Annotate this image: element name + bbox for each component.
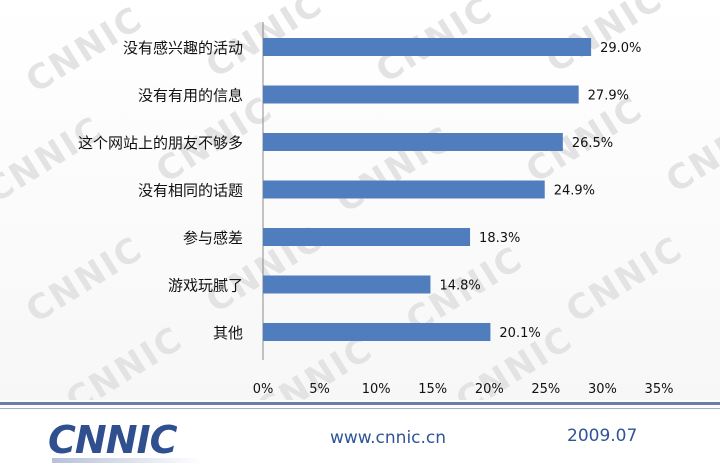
data-label: 27.9% (588, 89, 629, 104)
data-label: 26.5% (572, 136, 613, 151)
x-tick-label: 0% (253, 382, 274, 397)
data-label: 20.1% (499, 326, 540, 341)
bar (263, 38, 592, 56)
bar (263, 85, 579, 104)
data-label: 18.3% (479, 231, 520, 246)
category-label: 参与感差 (183, 229, 243, 247)
x-tick-label: 15% (418, 382, 447, 397)
data-label: 14.8% (439, 279, 480, 294)
footer: CNNIC www.cnnic.cn 2009.07 (0, 400, 720, 466)
x-tick-label: 35% (645, 382, 674, 397)
category-label: 游戏玩腻了 (168, 277, 243, 295)
bar (263, 275, 431, 294)
bar (263, 323, 491, 341)
category-label: 这个网站上的朋友不够多 (78, 134, 243, 152)
bar (263, 133, 563, 151)
footer-divider (0, 402, 720, 405)
logo-reflection (52, 458, 202, 463)
category-label: 其他 (213, 324, 243, 342)
bar (263, 180, 545, 199)
x-tick-label: 20% (475, 382, 504, 397)
category-label: 没有有用的信息 (138, 87, 243, 105)
category-label: 没有感兴趣的活动 (123, 39, 243, 57)
site-url: www.cnnic.cn (330, 428, 447, 448)
data-label: 29.0% (600, 41, 641, 56)
x-tick-label: 10% (362, 382, 391, 397)
chart-area: CNNIC CNNIC CNNIC CNNIC CNNIC CNNIC CNNIC CNNIC… (0, 0, 720, 431)
x-tick-label: 25% (531, 382, 560, 397)
cnnic-logo: CNNIC (48, 418, 178, 462)
x-tick-label: 5% (309, 382, 330, 397)
footer-divider-thin (0, 408, 720, 409)
bar (263, 228, 471, 246)
bar-chart: 没有感兴趣的活动 29.0% 没有有用的信息 27.9% 这个网站上的朋友不够多 26.5… (78, 22, 674, 397)
data-label: 24.9% (554, 184, 595, 199)
report-date: 2009.07 (567, 426, 638, 446)
category-label: 没有相同的话题 (138, 182, 243, 200)
x-tick-label: 30% (588, 382, 617, 397)
